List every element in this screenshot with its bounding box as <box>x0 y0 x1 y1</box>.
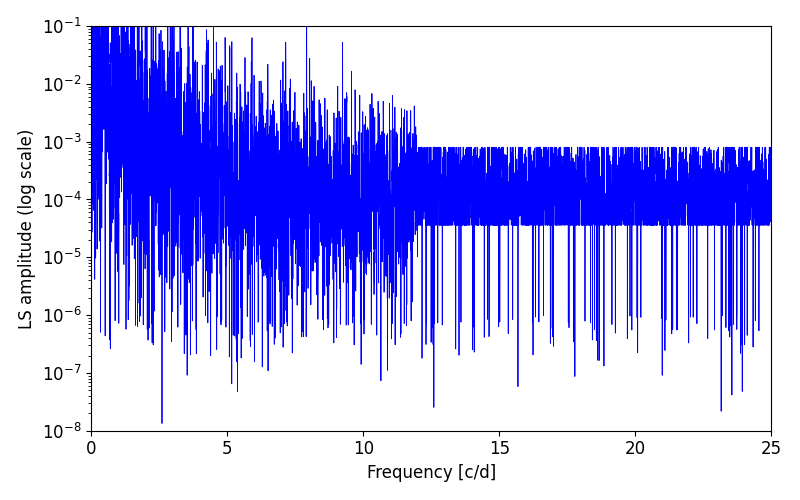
X-axis label: Frequency [c/d]: Frequency [c/d] <box>366 464 496 482</box>
Y-axis label: LS amplitude (log scale): LS amplitude (log scale) <box>18 128 36 328</box>
